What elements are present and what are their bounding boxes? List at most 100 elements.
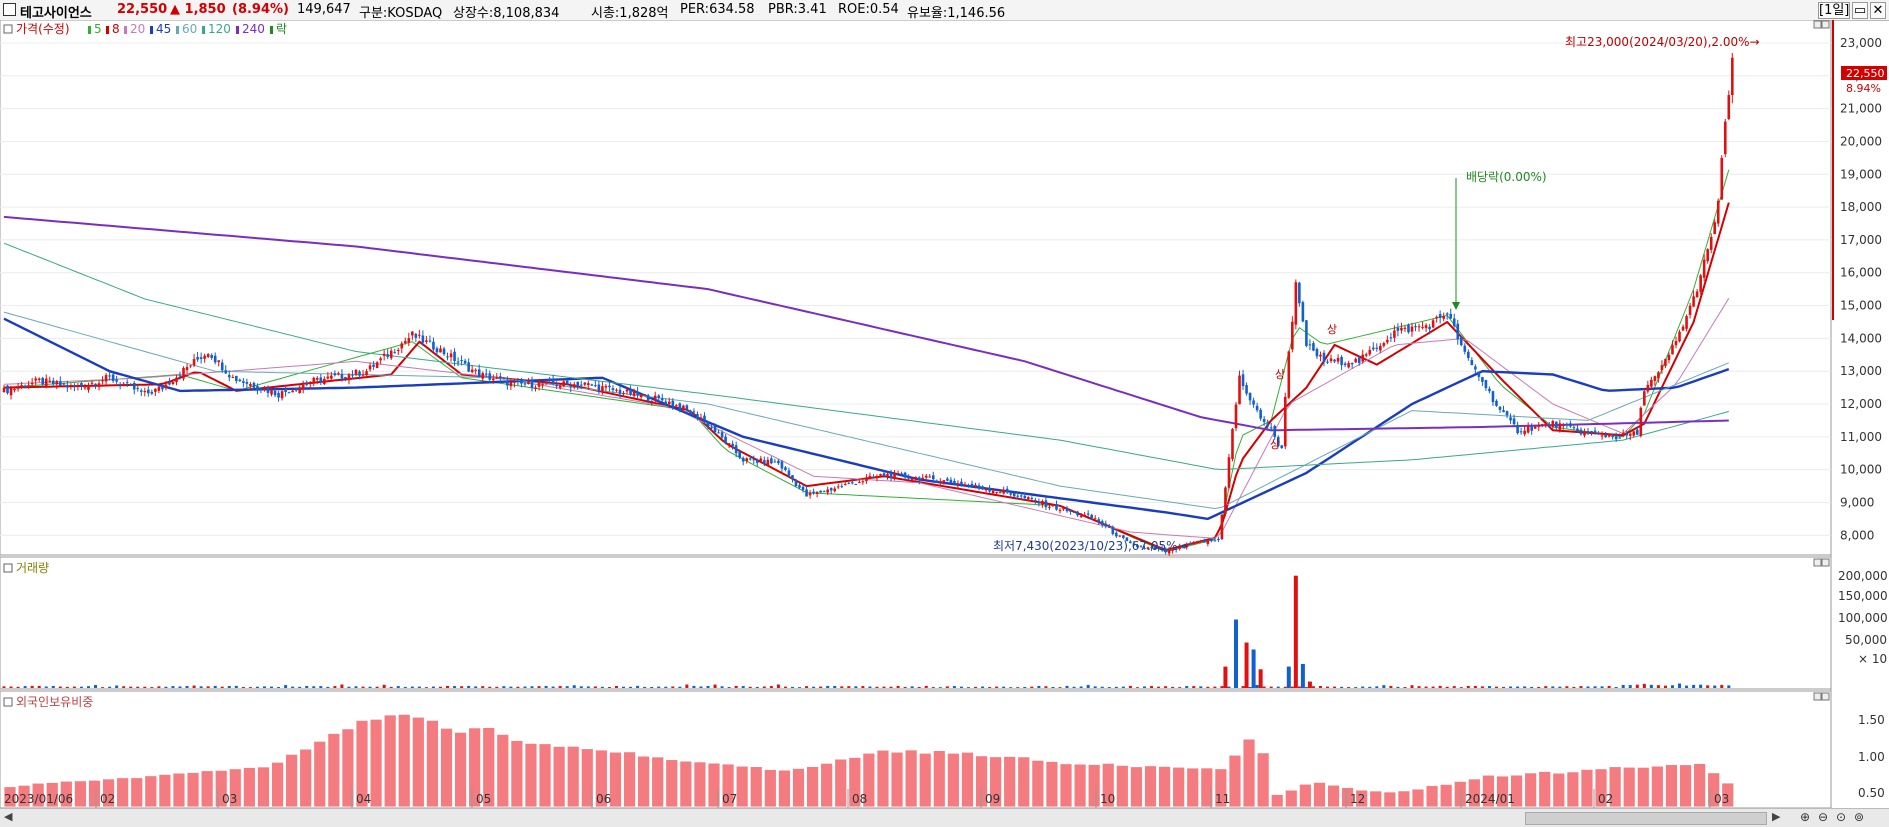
volume-bar bbox=[1410, 685, 1414, 688]
volume-bar bbox=[1670, 685, 1674, 688]
foreign-ratio-bar bbox=[369, 718, 383, 808]
volume-bar bbox=[1706, 685, 1710, 688]
candle-body bbox=[770, 458, 773, 464]
minimize-button[interactable]: ▭ bbox=[1852, 2, 1868, 19]
candle-body bbox=[308, 382, 312, 384]
candle-body bbox=[882, 473, 886, 476]
foreign-ratio-bar bbox=[961, 751, 974, 808]
price-panel-close-button[interactable] bbox=[1821, 20, 1830, 29]
foreign-ratio-bar bbox=[313, 740, 327, 808]
scroll-left-icon[interactable]: ◀ bbox=[4, 810, 13, 823]
zoom-out-icon[interactable]: ⊖ bbox=[1818, 810, 1829, 824]
zoom-in-icon[interactable]: ⊕ bbox=[1800, 810, 1811, 824]
candle-body bbox=[1171, 548, 1174, 551]
candle-body bbox=[189, 365, 192, 367]
close-button[interactable]: ✕ bbox=[1870, 2, 1886, 19]
price-panel-max-button[interactable] bbox=[1813, 20, 1822, 29]
candle-body bbox=[1695, 291, 1699, 298]
candle-body bbox=[1572, 427, 1576, 429]
candle-body bbox=[851, 482, 854, 484]
volume-bar bbox=[741, 686, 745, 688]
candle-body bbox=[199, 357, 203, 359]
candle-body bbox=[1069, 510, 1072, 512]
candle-body bbox=[896, 473, 900, 475]
candle-body bbox=[1174, 548, 1178, 550]
candle-body bbox=[1072, 511, 1076, 513]
window-icon[interactable] bbox=[3, 3, 16, 16]
foreign-ratio-bar bbox=[17, 784, 31, 808]
volume-bar bbox=[826, 685, 830, 688]
foreign-toggle-icon[interactable] bbox=[3, 697, 13, 707]
foreign-ratio-bar bbox=[932, 750, 946, 808]
candle-body bbox=[689, 410, 692, 414]
volume-bar bbox=[213, 685, 217, 688]
candle-body bbox=[6, 385, 9, 394]
volume-bar bbox=[44, 686, 48, 688]
candle-body bbox=[481, 373, 485, 379]
foreign-ratio-bar bbox=[411, 716, 425, 808]
foreign-ratio-bar bbox=[1270, 794, 1284, 808]
candle-body bbox=[1153, 547, 1157, 550]
volume-bar bbox=[1192, 686, 1196, 688]
candle-body bbox=[1664, 359, 1667, 366]
legend-toggle-icon[interactable] bbox=[3, 24, 13, 34]
chart-scrollbar[interactable]: ◀ ▶ ⊕ ⊖ ⊙ ⊚ bbox=[0, 808, 1889, 827]
candle-body bbox=[1625, 433, 1629, 436]
volume-bar bbox=[650, 686, 654, 688]
foreign-ratio-bar bbox=[1622, 766, 1636, 808]
candle-body bbox=[1090, 514, 1093, 519]
date-label-3: 04 bbox=[356, 792, 371, 806]
candle-body bbox=[484, 373, 488, 375]
volume-bar bbox=[1206, 686, 1210, 688]
volume-bar bbox=[1255, 684, 1259, 688]
foreign-ratio-bar bbox=[341, 728, 355, 808]
candle-body bbox=[238, 379, 242, 382]
candle-body bbox=[1217, 538, 1220, 541]
vol-tick-unit: × 10 bbox=[1858, 652, 1887, 666]
candle-body bbox=[808, 493, 812, 496]
candle-body bbox=[562, 381, 565, 387]
candle-body bbox=[80, 383, 83, 387]
candle-body bbox=[16, 387, 20, 389]
volume-bar bbox=[1311, 686, 1315, 688]
candle-body bbox=[224, 370, 228, 374]
scroll-thumb[interactable] bbox=[1525, 812, 1767, 825]
candle-body bbox=[1386, 339, 1389, 343]
candle-body bbox=[1357, 357, 1361, 363]
scroll-right-icon[interactable]: ▶ bbox=[1772, 810, 1781, 823]
volume-bar bbox=[1551, 686, 1555, 688]
candle-body bbox=[270, 390, 273, 395]
volume-panel-max-button[interactable] bbox=[1813, 558, 1822, 567]
candle-body bbox=[101, 380, 104, 382]
foreign-ratio-bar bbox=[566, 745, 580, 808]
candle-body bbox=[1016, 495, 1020, 497]
candle-body bbox=[344, 377, 347, 379]
volume-toggle-icon[interactable] bbox=[3, 563, 13, 573]
volume-bar bbox=[1121, 686, 1125, 688]
candle-body bbox=[1379, 345, 1382, 351]
volume-bar bbox=[861, 686, 865, 688]
candle-body bbox=[1118, 535, 1122, 537]
candle-body bbox=[1368, 349, 1372, 355]
zoom-fit-icon[interactable]: ⊚ bbox=[1854, 810, 1865, 824]
date-label-5: 06 bbox=[596, 792, 611, 806]
foreign-panel-close-button[interactable] bbox=[1821, 692, 1830, 701]
price-tick-11: 19,000 bbox=[1840, 167, 1882, 181]
volume-bar bbox=[1318, 685, 1322, 688]
candle-body bbox=[1667, 354, 1671, 361]
candle-body bbox=[115, 379, 118, 382]
candle-body bbox=[858, 482, 861, 484]
volume-bar bbox=[1466, 685, 1470, 688]
zoom-reset-icon[interactable]: ⊙ bbox=[1836, 810, 1847, 824]
period-button[interactable]: [1일] bbox=[1818, 2, 1850, 19]
candle-body bbox=[446, 356, 449, 358]
volume-bar bbox=[1579, 686, 1583, 688]
volume-panel-close-button[interactable] bbox=[1821, 558, 1830, 567]
volume-bar bbox=[544, 685, 548, 688]
foreign-ratio-bar bbox=[1580, 768, 1594, 808]
candle-body bbox=[696, 414, 699, 418]
candle-body bbox=[1653, 376, 1657, 381]
foreign-panel-max-button[interactable] bbox=[1813, 692, 1822, 701]
panel-buttons[interactable] bbox=[1813, 20, 1830, 701]
volume-bar bbox=[1269, 686, 1273, 688]
